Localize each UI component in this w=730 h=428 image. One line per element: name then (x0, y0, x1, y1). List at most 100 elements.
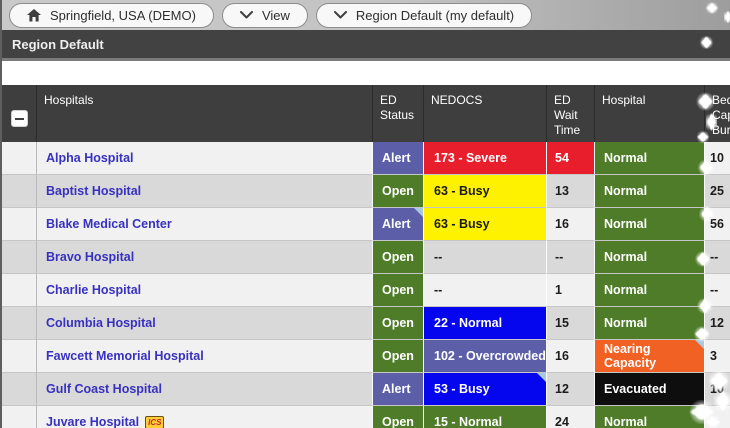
nedocs-cell[interactable]: 173 - Severe (424, 142, 547, 175)
hospital-status-cell[interactable]: Normal (595, 208, 705, 241)
ed-wait-time-cell-value: 12 (555, 382, 569, 396)
hospital-status-cell-value: Normal (604, 415, 648, 428)
column-header-ed-wait-time: ED Wait Time (547, 85, 595, 142)
bed-cap-burn-cell[interactable] (705, 406, 730, 428)
hospital-link[interactable]: Bravo Hospital (46, 250, 135, 264)
bed-cap-burn-cell[interactable]: 10 (705, 142, 730, 175)
nedocs-cell[interactable]: 63 - Busy (424, 208, 547, 241)
nedocs-cell[interactable]: -- (424, 241, 547, 274)
note-corner-icon (695, 340, 704, 349)
ed-status-cell-value: Open (382, 184, 414, 198)
ed-status-cell[interactable]: Alert (373, 208, 424, 241)
ed-wait-time-cell[interactable]: 13 (547, 175, 595, 208)
hospital-status-cell-value: Normal (604, 217, 648, 231)
bed-cap-burn-cell-value: 56 (710, 217, 724, 231)
nedocs-cell[interactable]: 22 - Normal (424, 307, 547, 340)
ed-wait-time-cell-value: 1 (555, 283, 562, 297)
column-header-bed-cap-burn: Bed Cap Burn (712, 93, 730, 137)
bed-cap-burn-cell-value: -- (710, 250, 719, 264)
ed-wait-time-cell[interactable]: 16 (547, 208, 595, 241)
hospital-link[interactable]: Gulf Coast Hospital (46, 382, 162, 396)
bed-cap-burn-cell[interactable]: 12 (705, 307, 730, 340)
region-home-button[interactable]: Springfield, USA (DEMO) (9, 2, 214, 28)
bed-cap-burn-cell[interactable]: -- (705, 274, 730, 307)
nedocs-cell[interactable]: 15 - Normal (424, 406, 547, 428)
hospital-status-cell[interactable]: Normal (595, 406, 705, 428)
hospital-link[interactable]: Baptist Hospital (46, 184, 142, 198)
bed-cap-burn-cell-value: 25 (710, 184, 724, 198)
view-selector-label: Region Default (my default) (355, 7, 515, 23)
hospital-status-cell[interactable]: Normal (595, 142, 705, 175)
view-title: Region Default (12, 36, 104, 52)
ed-status-cell-value: Open (382, 283, 414, 297)
hospital-status-cell-value: Normal (604, 316, 648, 330)
hospital-status-cell[interactable]: Nearing Capacity (595, 340, 705, 373)
ed-wait-time-cell[interactable]: 16 (547, 340, 595, 373)
nedocs-cell-value: 173 - Severe (434, 151, 507, 165)
ed-status-cell[interactable]: Open (373, 241, 424, 274)
hospital-link[interactable]: Juvare Hospital (46, 415, 140, 428)
nedocs-cell-value: 53 - Busy (434, 382, 490, 396)
collapse-all-button[interactable] (11, 110, 28, 127)
hospital-link[interactable]: Alpha Hospital (46, 151, 134, 165)
ed-wait-time-cell-value: 15 (555, 316, 569, 330)
ed-wait-time-cell[interactable]: 12 (547, 373, 595, 406)
hospital-link[interactable]: Columbia Hospital (46, 316, 156, 330)
hospital-name-cell: Baptist Hospital (37, 175, 373, 208)
hospital-status-cell[interactable]: Normal (595, 307, 705, 340)
bed-cap-burn-cell[interactable]: 10 (705, 373, 730, 406)
hospital-link[interactable]: Fawcett Memorial Hospital (46, 349, 204, 363)
ed-status-cell[interactable]: Open (373, 340, 424, 373)
hospital-name-cell: Juvare Hospital ICS (37, 406, 373, 428)
bed-cap-burn-cell[interactable]: 25 (705, 175, 730, 208)
bed-cap-burn-cell-value: 10 (710, 151, 724, 165)
nedocs-cell[interactable]: 63 - Busy (424, 175, 547, 208)
ed-status-cell[interactable]: Alert (373, 142, 424, 175)
ed-wait-time-cell-value: 16 (555, 349, 569, 363)
ed-status-cell[interactable]: Open (373, 406, 424, 428)
ed-wait-time-cell[interactable]: 24 (547, 406, 595, 428)
hospital-link[interactable]: Charlie Hospital (46, 283, 142, 297)
ed-wait-time-cell[interactable]: 54 (547, 142, 595, 175)
view-menu-button[interactable]: View (221, 2, 308, 28)
hospital-link[interactable]: Blake Medical Center (46, 217, 172, 231)
table-row: Baptist Hospital Open 63 - Busy 13 Normal 25 (2, 175, 730, 208)
note-corner-icon (414, 208, 423, 217)
ed-wait-time-cell[interactable]: 15 (547, 307, 595, 340)
chevron-down-icon (333, 11, 347, 19)
nedocs-cell-value: 22 - Normal (434, 316, 503, 330)
ed-status-cell[interactable]: Open (373, 274, 424, 307)
hospital-status-cell-value: Nearing Capacity (604, 342, 657, 370)
nedocs-cell[interactable]: 53 - Busy (424, 373, 547, 406)
nedocs-cell[interactable]: 102 - Overcrowded (424, 340, 547, 373)
bed-cap-burn-cell[interactable]: 3 (705, 340, 730, 373)
ed-wait-time-cell[interactable]: 1 (547, 274, 595, 307)
hospital-name-cell: Bravo Hospital (37, 241, 373, 274)
bed-cap-burn-cell-value: 12 (710, 316, 724, 330)
hospital-status-cell[interactable]: Evacuated (595, 373, 705, 406)
hospital-status-cell[interactable]: Normal (595, 274, 705, 307)
chevron-down-icon (239, 11, 253, 19)
bed-cap-burn-cell-value: 10 (710, 382, 724, 396)
ed-status-cell[interactable]: Open (373, 175, 424, 208)
status-table: Hospitals ED Status NEDOCS ED Wait Time … (2, 85, 730, 428)
ed-status-cell[interactable]: Alert (373, 373, 424, 406)
ed-wait-time-cell[interactable]: -- (547, 241, 595, 274)
bed-cap-burn-cell[interactable]: -- (705, 241, 730, 274)
hospital-status-cell-value: Normal (604, 184, 648, 198)
hospital-name-cell: Blake Medical Center (37, 208, 373, 241)
ics-badge-icon[interactable]: ICS (145, 415, 165, 428)
ed-status-cell[interactable]: Open (373, 307, 424, 340)
hospital-name-cell: Alpha Hospital (37, 142, 373, 175)
home-icon (27, 8, 41, 21)
view-selector-button[interactable]: Region Default (my default) (315, 2, 533, 28)
nedocs-cell-value: 63 - Busy (434, 184, 490, 198)
ed-status-cell-value: Alert (382, 217, 411, 231)
hospital-status-cell[interactable]: Normal (595, 241, 705, 274)
row-gutter-cell (2, 307, 37, 340)
hospital-status-cell[interactable]: Normal (595, 175, 705, 208)
bed-cap-burn-cell[interactable]: 56 (705, 208, 730, 241)
row-gutter-cell (2, 142, 37, 175)
nedocs-cell[interactable]: -- (424, 274, 547, 307)
